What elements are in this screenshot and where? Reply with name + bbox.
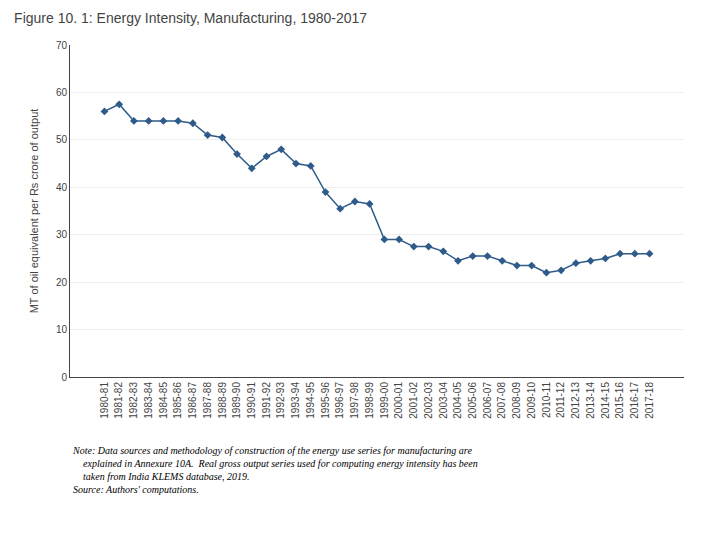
svg-text:1991-92: 1991-92	[261, 382, 272, 419]
svg-text:2012-13: 2012-13	[570, 382, 581, 419]
svg-text:2011-12: 2011-12	[555, 382, 566, 418]
svg-text:2005-06: 2005-06	[467, 382, 478, 419]
svg-text:MT of oil equivalent per Rs cr: MT of oil equivalent per Rs crore of out…	[28, 109, 40, 314]
svg-text:2017-18: 2017-18	[644, 382, 655, 419]
svg-text:1988-89: 1988-89	[217, 382, 228, 419]
svg-text:70: 70	[56, 40, 68, 51]
svg-text:50: 50	[56, 134, 68, 145]
svg-text:1985-86: 1985-86	[172, 382, 183, 419]
svg-text:1989-90: 1989-90	[231, 382, 242, 419]
svg-text:1983-84: 1983-84	[143, 382, 154, 419]
svg-text:1987-88: 1987-88	[202, 382, 213, 419]
svg-text:10: 10	[56, 324, 68, 335]
svg-text:2016-17: 2016-17	[629, 382, 640, 419]
svg-text:Note: Data sources and methodo: Note: Data sources and methodology of co…	[72, 445, 478, 495]
svg-text:2010-11: 2010-11	[541, 382, 552, 418]
svg-text:1990-91: 1990-91	[246, 382, 257, 419]
svg-text:Figure 10. 1: Energy Intensity: Figure 10. 1: Energy Intensity, Manufact…	[14, 10, 367, 26]
svg-text:2009-10: 2009-10	[526, 382, 537, 419]
svg-text:2000-01: 2000-01	[393, 382, 404, 419]
svg-text:2015-16: 2015-16	[614, 382, 625, 419]
svg-text:1996-97: 1996-97	[334, 382, 345, 419]
svg-text:2004-05: 2004-05	[452, 382, 463, 419]
svg-text:2006-07: 2006-07	[482, 382, 493, 419]
svg-text:2003-04: 2003-04	[438, 382, 449, 419]
svg-text:40: 40	[56, 182, 68, 193]
svg-text:2008-09: 2008-09	[511, 382, 522, 419]
svg-text:60: 60	[56, 87, 68, 98]
svg-text:1997-98: 1997-98	[349, 382, 360, 419]
svg-text:1984-85: 1984-85	[158, 382, 169, 419]
svg-text:2002-03: 2002-03	[423, 382, 434, 419]
svg-text:1999-00: 1999-00	[379, 382, 390, 419]
svg-text:2007-08: 2007-08	[496, 382, 507, 419]
svg-text:0: 0	[61, 372, 67, 383]
svg-text:1995-96: 1995-96	[320, 382, 331, 419]
svg-text:1992-93: 1992-93	[275, 382, 286, 419]
svg-text:20: 20	[56, 277, 68, 288]
svg-text:1998-99: 1998-99	[364, 382, 375, 419]
svg-text:2013-14: 2013-14	[585, 382, 596, 419]
svg-text:2014-15: 2014-15	[600, 382, 611, 419]
svg-text:1986-87: 1986-87	[187, 382, 198, 419]
svg-text:1981-82: 1981-82	[113, 382, 124, 419]
svg-text:30: 30	[56, 229, 68, 240]
svg-text:1993-94: 1993-94	[290, 382, 301, 419]
svg-text:1980-81: 1980-81	[99, 382, 110, 419]
svg-text:2001-02: 2001-02	[408, 382, 419, 419]
svg-text:1994-95: 1994-95	[305, 382, 316, 419]
svg-text:1982-83: 1982-83	[128, 382, 139, 419]
